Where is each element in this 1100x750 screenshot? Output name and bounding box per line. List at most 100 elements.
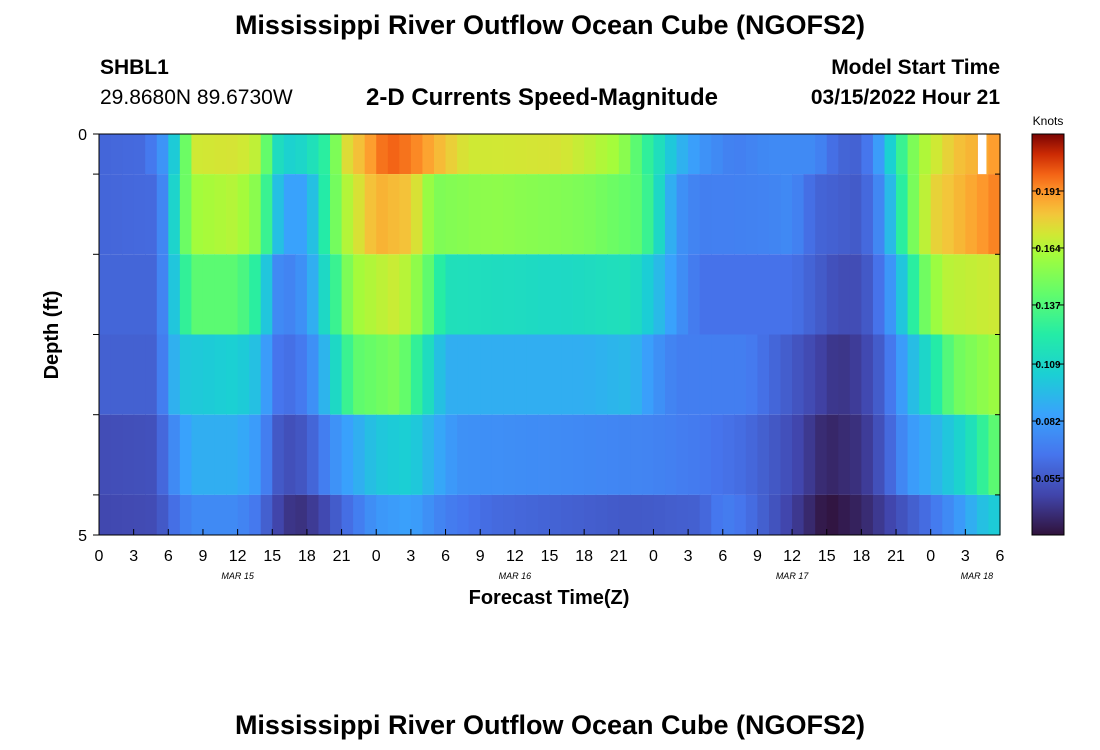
heatmap-cell: [699, 494, 712, 535]
heatmap-cell: [457, 414, 470, 495]
heatmap-cell: [988, 254, 1001, 335]
heatmap-cell: [665, 134, 678, 175]
heatmap-cell: [306, 254, 320, 335]
heatmap-cell: [734, 254, 747, 335]
heatmap-cell: [214, 414, 227, 495]
heatmap-cell: [826, 134, 839, 175]
heatmap-cell: [202, 414, 216, 495]
heatmap-cell: [630, 134, 643, 175]
heatmap-cell: [457, 254, 470, 335]
currents-heatmap-chart: 0 3 6 9 12 15 18 21 0 3 6 9 12 15 18 21 0 3 6 9 12 15 18 21 0 3 6M…: [41, 114, 1065, 609]
heatmap-cell: [260, 174, 273, 255]
heatmap-cell: [491, 334, 504, 415]
heatmap-cell: [884, 414, 897, 495]
heatmap-cell: [468, 254, 481, 335]
heatmap-cell: [110, 134, 123, 175]
heatmap-cell: [306, 414, 320, 495]
heatmap-cell: [341, 254, 354, 335]
heatmap-cell: [930, 334, 943, 415]
heatmap-cell: [711, 494, 724, 535]
heatmap-cell: [861, 414, 874, 495]
heatmap-cell: [202, 254, 216, 335]
x-tick-label: 9: [476, 548, 485, 565]
heatmap-cell: [202, 174, 216, 255]
heatmap-cell: [272, 414, 285, 495]
heatmap-cell: [896, 254, 909, 335]
heatmap-cell: [665, 174, 678, 255]
heatmap-cell: [145, 494, 158, 535]
heatmap-cell: [676, 134, 689, 175]
heatmap-cell: [330, 414, 343, 495]
station-id: SHBL1: [100, 56, 169, 79]
heatmap-cell: [353, 174, 366, 255]
heatmap-cell: [410, 414, 424, 495]
heatmap-cell: [584, 254, 597, 335]
heatmap-cell: [561, 494, 574, 535]
heatmap-cell: [491, 414, 504, 495]
heatmap-cell: [433, 134, 447, 175]
heatmap-cell: [364, 174, 377, 255]
heatmap-cell: [618, 334, 631, 415]
heatmap-cell: [99, 254, 112, 335]
heatmap-cell: [988, 414, 1001, 495]
heatmap-cell: [572, 254, 585, 335]
heatmap-cell: [653, 134, 666, 175]
date-label: MAR 15: [221, 571, 255, 581]
heatmap-cell: [792, 414, 805, 495]
heatmap-cell: [468, 494, 481, 535]
heatmap-cell: [699, 254, 712, 335]
heatmap-cell: [688, 414, 701, 495]
heatmap-cell: [122, 494, 135, 535]
heatmap-cell: [491, 494, 504, 535]
x-axis-ticks: 0 3 6 9 12 15 18 21 0 3 6 9 12 15 18 21 0 3 6 9 12 15 18 21 0 3 6M…: [95, 529, 1005, 581]
heatmap-cell: [607, 334, 620, 415]
heatmap-cell: [965, 334, 978, 415]
heatmap-cell: [722, 414, 735, 495]
heatmap-cell: [364, 494, 377, 535]
heatmap-cell: [930, 174, 943, 255]
page-title: Mississippi River Outflow Ocean Cube (NG…: [234, 10, 866, 40]
heatmap-cell: [792, 174, 805, 255]
heatmap-cell: [896, 414, 909, 495]
x-tick-label: 9: [753, 548, 762, 565]
heatmap-cell: [514, 414, 527, 495]
heatmap-cell: [110, 414, 123, 495]
heatmap-cell: [780, 494, 793, 535]
heatmap-cell: [156, 334, 169, 415]
heatmap-cell: [976, 414, 990, 495]
heatmap-cell: [457, 494, 470, 535]
heatmap-cell: [341, 494, 354, 535]
x-tick-label: 6: [441, 548, 450, 565]
heatmap-cell: [410, 494, 424, 535]
heatmap-cell: [122, 334, 135, 415]
heatmap-cell: [572, 174, 585, 255]
heatmap-cell: [457, 334, 470, 415]
heatmap-cell: [295, 414, 308, 495]
colorbar-tick-label: 0.055: [1035, 474, 1060, 485]
heatmap-cell: [376, 134, 389, 175]
heatmap-cell: [514, 254, 527, 335]
heatmap-cell: [953, 494, 966, 535]
x-tick-label: 12: [229, 548, 247, 565]
heatmap-cell: [260, 134, 273, 175]
heatmap-cell: [584, 494, 597, 535]
heatmap-cell: [387, 494, 400, 535]
heatmap-cell: [607, 254, 620, 335]
heatmap-cell: [861, 334, 874, 415]
heatmap-cell: [514, 174, 527, 255]
heatmap-cell: [965, 254, 978, 335]
heatmap-cell: [110, 334, 123, 415]
heatmap-cell: [630, 414, 643, 495]
heatmap-cell: [988, 334, 1001, 415]
x-tick-label: 21: [610, 548, 628, 565]
heatmap-cell: [191, 494, 204, 535]
heatmap-cell: [168, 414, 181, 495]
heatmap-cell: [353, 414, 366, 495]
heatmap-cell: [295, 334, 308, 415]
heatmap-cell: [353, 134, 366, 175]
heatmap-cell: [168, 254, 181, 335]
heatmap-cell: [630, 334, 643, 415]
heatmap-cell: [226, 494, 239, 535]
heatmap-cell: [341, 414, 354, 495]
heatmap-cell: [156, 494, 169, 535]
